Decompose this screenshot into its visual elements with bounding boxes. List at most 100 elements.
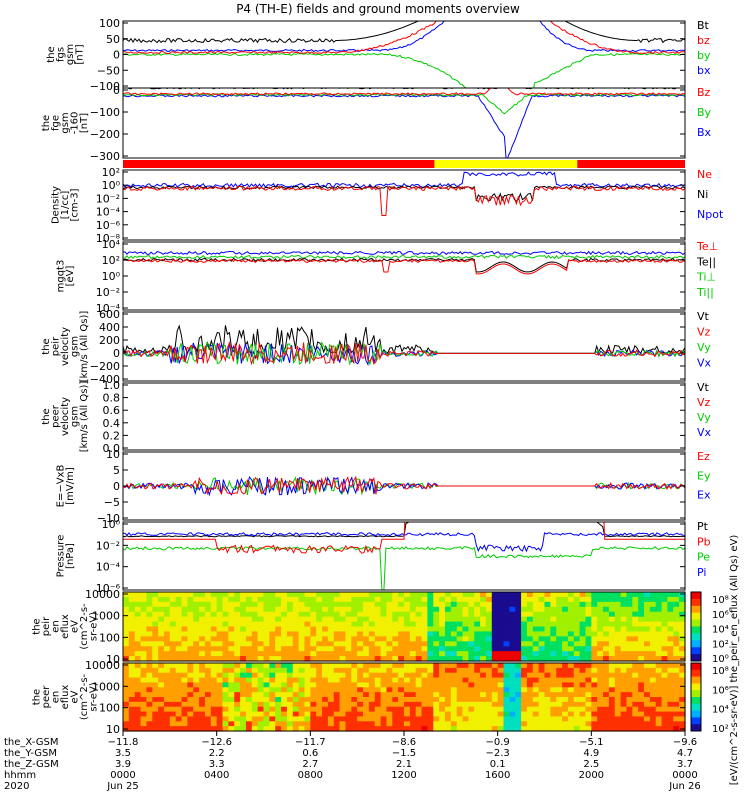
spectrogram-cell — [298, 663, 306, 669]
spectrogram-cell — [597, 621, 604, 628]
spectrogram-cell — [562, 677, 569, 684]
spectrogram-cell — [585, 697, 592, 703]
spectrogram-cell — [509, 682, 516, 688]
spectrogram-cell — [204, 663, 212, 669]
spectrogram-cell — [526, 667, 534, 674]
spectrogram-cell — [509, 601, 516, 608]
spectrogram-cell — [620, 672, 628, 679]
spectrogram-cell — [462, 692, 469, 698]
series-bx — [123, 21, 685, 53]
spectrogram-cell — [655, 701, 663, 708]
spectrogram-cell — [491, 646, 499, 652]
spectrogram-cell — [562, 616, 569, 623]
spectrogram-cell — [240, 682, 247, 688]
spectrogram-cell — [544, 721, 551, 727]
spectrogram-cell — [240, 601, 247, 608]
spectrogram-cell — [357, 687, 364, 693]
spectrogram-cell — [515, 697, 522, 703]
spectrogram-cell — [175, 682, 183, 688]
spectrogram-cell — [450, 692, 458, 698]
spectrogram-cell — [304, 611, 311, 618]
spectrogram-cell — [304, 606, 311, 613]
spectrogram-cell — [421, 656, 429, 662]
spectrogram-cell — [456, 651, 464, 657]
spectrogram-cell — [316, 621, 323, 628]
y-tick-label: 10⁰ — [102, 179, 121, 192]
spectrogram-cell — [292, 592, 300, 598]
spectrogram-cell — [269, 663, 276, 669]
spectrogram-cell — [263, 716, 270, 722]
spectrogram-cell — [667, 721, 674, 727]
spectrogram-cell — [363, 667, 370, 674]
spectrogram-cell — [526, 711, 534, 718]
spectrogram-cell — [322, 601, 329, 608]
spectrogram-cell — [193, 716, 200, 722]
spectrogram-cell — [345, 651, 352, 657]
spectrogram-cell — [140, 651, 148, 657]
spectrogram-cell — [404, 616, 411, 623]
spectrogram-cell — [228, 601, 235, 608]
x-tick-label: 0.1 — [490, 759, 506, 770]
spectrogram-cell — [450, 682, 458, 688]
spectrogram-cell — [497, 672, 505, 679]
spectrogram-cell — [433, 641, 440, 647]
spectrogram-cell — [567, 592, 575, 598]
spectrogram-cell — [234, 596, 241, 603]
spectrogram-cell — [474, 721, 481, 727]
spectrogram-cell — [444, 726, 452, 732]
spectrogram-cell — [275, 641, 282, 647]
spectrogram-cell — [585, 677, 592, 684]
spectrogram-cell — [409, 672, 417, 679]
spectrogram-cell — [485, 672, 493, 679]
spectrogram-cell — [398, 601, 405, 608]
spectrogram-cell — [608, 651, 616, 657]
spectrogram-cell — [392, 687, 399, 693]
spectrogram-cell — [679, 631, 686, 637]
spectrogram-cell — [562, 697, 569, 703]
spectrogram-cell — [485, 697, 493, 703]
spectrogram-cell — [380, 692, 388, 698]
x-axis-table: the_X-GSMthe_Y-GSMthe_Z-GSMhhmm2020−11.8… — [4, 731, 701, 792]
spectrogram-cell — [480, 611, 487, 618]
spectrogram-cell — [562, 706, 569, 713]
spectrogram-cell — [380, 626, 388, 633]
spectrogram-cell — [585, 596, 592, 603]
spectrogram-cell — [468, 601, 475, 608]
spectrogram-cell — [292, 631, 300, 637]
y-tick-label: 10 — [106, 723, 120, 736]
spectrogram-cell — [468, 651, 475, 657]
spectrogram-cell — [368, 677, 376, 684]
spectrogram-cell — [275, 646, 282, 652]
spectrogram-cell — [222, 711, 229, 718]
spectrogram-cell — [468, 641, 475, 647]
y-axis-label: [nPa] — [65, 543, 76, 569]
x-tick-label: −9.6 — [673, 737, 697, 748]
spectrogram-cell — [626, 726, 633, 732]
spectrogram-cell — [210, 596, 218, 603]
spectrogram-cell — [386, 711, 393, 718]
spectrogram-cell — [199, 721, 206, 727]
spectrogram-cell — [661, 606, 669, 613]
spectrogram-cell — [240, 667, 247, 674]
spectrogram-cell — [163, 672, 171, 679]
spectrogram-cell — [368, 687, 376, 693]
spectrogram-cell — [497, 706, 505, 713]
spectrogram-cell — [480, 663, 487, 669]
spectrogram-cell — [380, 641, 388, 647]
spectrogram-cell — [532, 726, 540, 732]
spectrogram-cell — [275, 697, 282, 703]
spectrogram-cell — [562, 726, 569, 732]
spectrogram-cell — [228, 701, 235, 708]
spectrogram-cell — [269, 606, 276, 613]
spectrogram-cell — [544, 651, 551, 657]
spectrogram-cell — [363, 592, 370, 598]
spectrogram-cell — [409, 726, 417, 732]
spectrogram-cell — [146, 667, 153, 674]
spectrogram-cell — [532, 697, 540, 703]
spectrogram-cell — [281, 667, 288, 674]
spectrogram-cell — [503, 601, 510, 608]
spectrogram-cell — [521, 672, 528, 679]
spectrogram-cell — [363, 621, 370, 628]
spectrogram-cell — [310, 606, 317, 613]
spectrogram-cell — [187, 663, 194, 669]
